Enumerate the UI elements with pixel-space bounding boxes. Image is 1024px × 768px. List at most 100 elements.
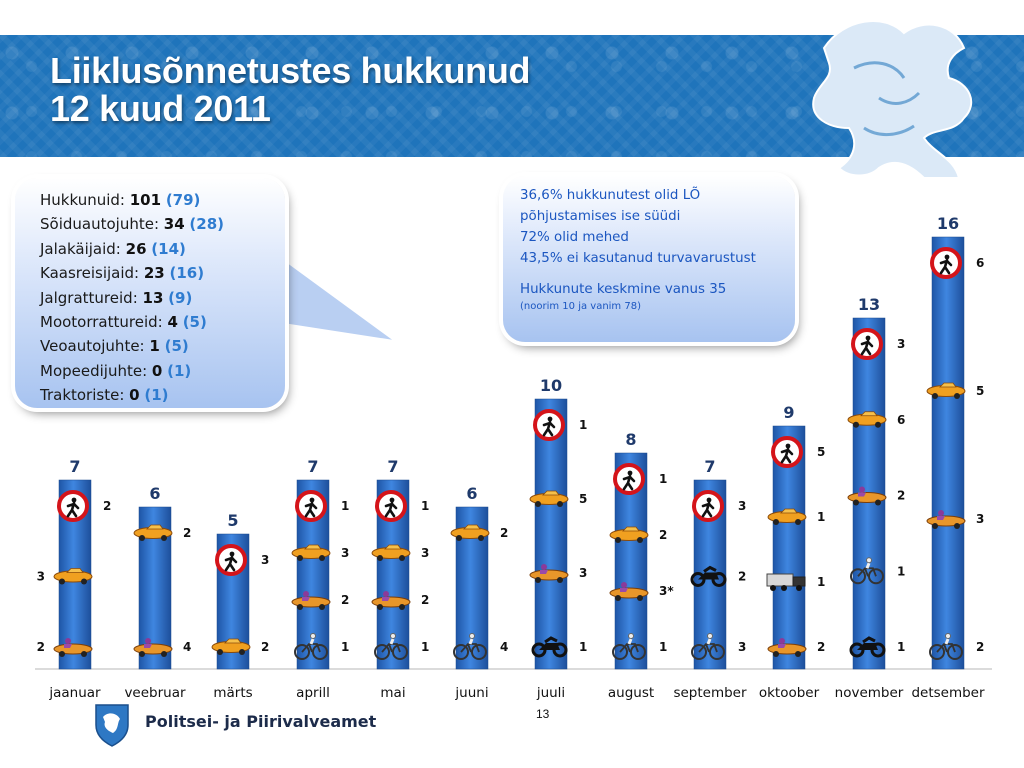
passenger-icon	[291, 591, 331, 610]
passenger-head	[859, 486, 865, 493]
figure-body	[66, 501, 80, 518]
figure-head	[627, 470, 633, 476]
car-roof	[384, 544, 402, 550]
bicycle-icon	[294, 633, 328, 660]
rider-head	[866, 557, 872, 564]
organization-name: Politsei- ja Piirivalveamet	[145, 712, 377, 731]
truck-icon	[766, 573, 806, 591]
passenger-body	[858, 492, 866, 497]
figure-head	[71, 497, 77, 503]
bike-frame	[936, 643, 956, 653]
pedestrian-icon	[930, 247, 962, 279]
truck-wheel	[781, 585, 787, 591]
truck-cab	[792, 576, 806, 587]
car-wheel	[932, 393, 938, 399]
motorcycle-icon	[849, 636, 886, 658]
bike-wheel	[929, 644, 945, 660]
stats-label: Jalakäijaid:	[40, 239, 126, 258]
breakdown-count: 1	[341, 499, 349, 513]
moto-body	[857, 643, 878, 650]
bicycle-icon	[612, 633, 646, 660]
car-wheel	[795, 651, 801, 657]
breakdown-count: 6	[897, 413, 905, 427]
car-wheel	[377, 604, 383, 610]
x-tick-label: jaanuar	[48, 685, 101, 701]
moto-seat	[703, 565, 717, 573]
bar	[931, 236, 965, 670]
breakdown-count: 1	[579, 640, 587, 654]
figure-head	[389, 497, 395, 503]
passenger-head	[65, 638, 71, 644]
stats-label: Veoautojuhte:	[40, 337, 150, 356]
car-wheel	[217, 649, 223, 655]
passenger-head	[383, 591, 389, 597]
breakdown-count: 4	[500, 640, 508, 654]
rider-body	[309, 638, 315, 645]
figure-body	[304, 501, 318, 518]
breakdown-count: 1	[659, 640, 667, 654]
data-label: 7	[387, 457, 398, 476]
figure-head	[309, 497, 315, 503]
car-wheel	[59, 578, 65, 585]
car-roof	[224, 638, 242, 644]
car-wheel	[773, 651, 779, 657]
rider-body	[627, 638, 633, 645]
car-icon	[53, 568, 93, 585]
breakdown-count: 3	[579, 566, 587, 580]
bike-frame	[460, 643, 480, 653]
car-wheel	[399, 555, 405, 561]
police-shield-icon	[95, 704, 129, 747]
stats-row: Veoautojuhte: 1 (5)	[40, 334, 224, 358]
bicycle-icon	[850, 557, 884, 585]
x-tick-label: november	[835, 685, 904, 701]
breakdown-count: 2	[817, 640, 825, 654]
bike-wheel	[947, 644, 963, 660]
breakdown-count: 1	[817, 510, 825, 524]
stats-previous-year: (14)	[151, 239, 186, 258]
pedestrian-icon	[533, 409, 565, 441]
car-wheel	[239, 649, 245, 655]
car-wheel	[954, 393, 960, 399]
bike-wheel	[471, 644, 487, 660]
x-tick-label: juuni	[454, 685, 488, 701]
stats-row: Kaasreisijaid: 23 (16)	[40, 261, 224, 285]
facts-line-4: 43,5% ei kasutanud turvavarustust	[520, 251, 756, 266]
motorcycle-icon	[690, 565, 727, 587]
bike-frame	[857, 567, 877, 577]
data-label: 7	[307, 457, 318, 476]
breakdown-count: 2	[261, 640, 269, 654]
stats-value: 13	[142, 288, 164, 307]
car-wheel	[773, 519, 779, 525]
passenger-icon	[767, 638, 807, 657]
bike-frame	[381, 643, 401, 653]
car-wheel	[954, 523, 960, 529]
car-wheel	[875, 421, 881, 428]
rider-body	[944, 638, 950, 645]
stats-value: 101	[129, 191, 162, 209]
data-label: 7	[69, 457, 80, 476]
stats-label: Hukkunuid:	[40, 191, 130, 209]
rider-head	[310, 633, 316, 639]
passenger-body	[144, 644, 152, 648]
figure-body	[860, 339, 874, 356]
bike-frame	[698, 643, 718, 653]
car-icon	[133, 524, 173, 541]
facts-line-6: (noorim 10 ja vanim 78)	[520, 301, 641, 312]
car-wheel	[139, 651, 145, 657]
breakdown-count: 6	[976, 256, 984, 270]
breakdown-count: 1	[897, 564, 905, 578]
car-wheel	[319, 604, 325, 610]
car-wheel	[139, 535, 145, 541]
car-wheel	[637, 537, 643, 543]
breakdown-count: 1	[659, 472, 667, 486]
stats-row: Mootorrattureid: 4 (5)	[40, 310, 224, 334]
moto-seat	[862, 636, 876, 644]
data-label: 8	[625, 430, 636, 449]
stats-previous-year: (79)	[165, 191, 201, 209]
figure-body	[224, 555, 238, 572]
figure-head	[229, 551, 235, 557]
stats-label: Mootorrattureid:	[40, 313, 168, 332]
car-wheel	[161, 651, 167, 657]
x-tick-label: märts	[213, 685, 252, 701]
bike-wheel	[709, 644, 725, 660]
